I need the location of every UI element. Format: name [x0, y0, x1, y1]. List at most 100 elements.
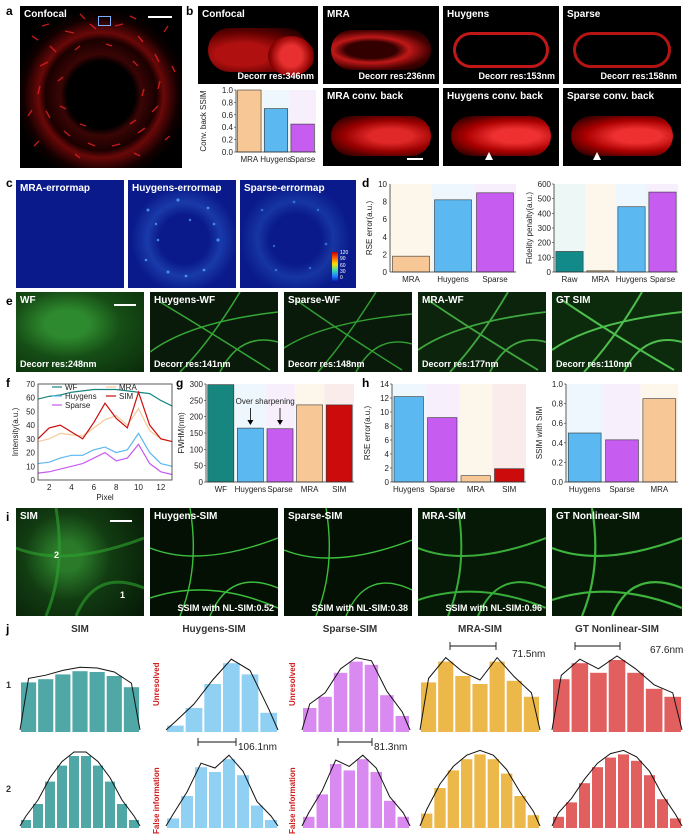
scale-bar [110, 520, 132, 522]
b-tile-sparse: Sparse Decorr res:158nm [563, 6, 681, 84]
histogram-bar [489, 661, 505, 732]
histogram-bar [657, 799, 668, 828]
j-title-sparse-sim: Sparse-SIM [322, 624, 378, 635]
annotation-arrowhead [247, 420, 254, 425]
histogram-bar [571, 663, 589, 732]
histogram-bar [241, 674, 259, 732]
tick-label-y: 0 [385, 478, 390, 487]
histogram-bar [343, 770, 355, 828]
tick-label-x: 8 [114, 483, 119, 492]
histogram-bar [167, 725, 184, 732]
i-tile-sim: SIM 2 1 [16, 508, 144, 616]
fit-curve [165, 658, 279, 731]
histogram-bar [303, 816, 315, 828]
j-title-sim: SIM [71, 624, 89, 635]
tick-label-y: 0.8 [222, 98, 234, 107]
panel-letter-b: b [186, 4, 194, 18]
bar-huygens [263, 108, 289, 153]
c-tile-title: Sparse-errormap [244, 183, 325, 194]
j-measure-mra-1: 71.5nm [512, 649, 546, 660]
histogram-bar [181, 796, 193, 828]
h-ssim-svg: Huygens Sparse MRA 0.0 0.2 0.4 0.6 0.8 1.0 SSIM w… [535, 380, 678, 494]
histogram-bar [237, 775, 249, 828]
histogram-bar [318, 696, 332, 732]
tick-label-x: Raw [561, 275, 577, 284]
e-tile-caption: Decorr res:141nm [154, 359, 231, 369]
filament-texture [16, 508, 144, 616]
histogram-bar [69, 756, 79, 828]
histogram-bar [167, 818, 179, 828]
filament-texture [418, 508, 546, 616]
axis-label-y: RSE error(a.u.) [365, 201, 374, 256]
tick-label-y: 50 [26, 407, 35, 416]
tick-label-y: 150 [190, 429, 204, 438]
g-fwhm-bar-chart: WF Huygens Sparse MRA SIM 0 50 100 150 200 250 300 F… [176, 378, 358, 506]
b-tile-title: Sparse [567, 9, 601, 20]
scale-bar [114, 304, 136, 306]
tick-label-y: 50 [194, 462, 203, 471]
histogram-bar [421, 813, 433, 828]
tick-label-x: Sparse [267, 485, 293, 494]
histogram-bar [566, 802, 577, 828]
marker-label-2: 2 [54, 550, 60, 560]
tick-label-x: Sparse [430, 485, 456, 494]
chart-bg-band [459, 384, 493, 482]
histogram-bar [209, 772, 221, 828]
e-tile-caption: Decorr res:248nm [20, 359, 97, 369]
tick-label-y: 400 [538, 209, 552, 218]
tick-label-y: 500 [538, 195, 552, 204]
tick-label-y: 70 [26, 380, 35, 389]
tick-label-y: 0.6 [552, 419, 564, 428]
histogram-bar [380, 695, 394, 732]
histogram-bar [461, 759, 473, 828]
tick-label-x: MRA [402, 275, 420, 284]
legend-label-sim: SIM [119, 392, 134, 401]
f-profile-line-chart: 0 10 20 30 40 50 60 70 2 4 6 8 10 12 Pixel Intensity(a.… [10, 378, 176, 506]
h-rse-bar-chart: Huygens Sparse MRA SIM 0 2 4 6 8 10 12 14 RSE error(… [362, 378, 532, 506]
axis-label-x: Pixel [96, 493, 114, 502]
histogram-bar [590, 672, 607, 732]
histogram-bar [195, 767, 207, 828]
j-title-mra-sim: MRA-SIM [458, 624, 502, 635]
i-tile-caption: SSIM with NL-SIM:0.38 [311, 603, 408, 613]
histogram-bar [81, 756, 91, 828]
bar-mra [296, 404, 323, 483]
histogram-bar [204, 684, 221, 732]
tick-label-x: Huygens [393, 485, 425, 494]
fit-curve [301, 754, 411, 827]
tick-label-x: MRA [467, 485, 485, 494]
panel-letter-j: j [6, 622, 10, 636]
histogram-bar [93, 765, 103, 828]
tick-label-x: WF [215, 485, 228, 494]
axis-label-y: Intensity(a.u.) [11, 407, 20, 456]
c-tile-huygens-errormap: Huygens-errormap [128, 180, 236, 288]
tick-label-y: 10 [26, 462, 35, 471]
b-ssim-bar-chart: MRA Huygens Sparse 0.0 0.2 0.4 0.6 0.8 1.0 Conv. … [196, 86, 320, 170]
histogram-bar [514, 796, 526, 828]
tick-label-x: Sparse [290, 155, 316, 164]
panel-letter-a: a [6, 4, 13, 18]
e-tile-sparse-wf: Sparse-WF Decorr res:148nm [284, 292, 412, 372]
fit-curve [19, 751, 141, 827]
histogram-bar [434, 788, 446, 828]
fit-curve [19, 666, 141, 731]
tick-label-y: 300 [190, 380, 204, 389]
histogram-bar [608, 660, 626, 732]
scale-bar [148, 16, 172, 18]
tick-label-x: Huygens [437, 275, 469, 284]
j-histograms-svg [19, 642, 683, 828]
marker-label-1: 1 [120, 590, 126, 600]
b-tile-caption: Decorr res:153nm [478, 71, 555, 81]
b-tile-huygens-conv-back: Huygens conv. back [443, 88, 559, 166]
histogram-bar [316, 794, 328, 828]
i-tile-huygens-sim: Huygens-SIM SSIM with NL-SIM:0.52 [150, 508, 278, 616]
filament-texture [284, 292, 412, 372]
mitochondria-texture [27, 13, 176, 159]
histogram-bar [472, 684, 488, 732]
tick-label-x: 6 [92, 483, 97, 492]
bar-huygens [393, 396, 424, 483]
e-tile-wf: WF Decorr res:248nm [16, 292, 144, 372]
tick-label-x: Huygens [569, 485, 601, 494]
b-tile-sparse-conv-back: Sparse conv. back [563, 88, 681, 166]
i-tile-caption: SSIM with NL-SIM:0.96 [445, 603, 542, 613]
